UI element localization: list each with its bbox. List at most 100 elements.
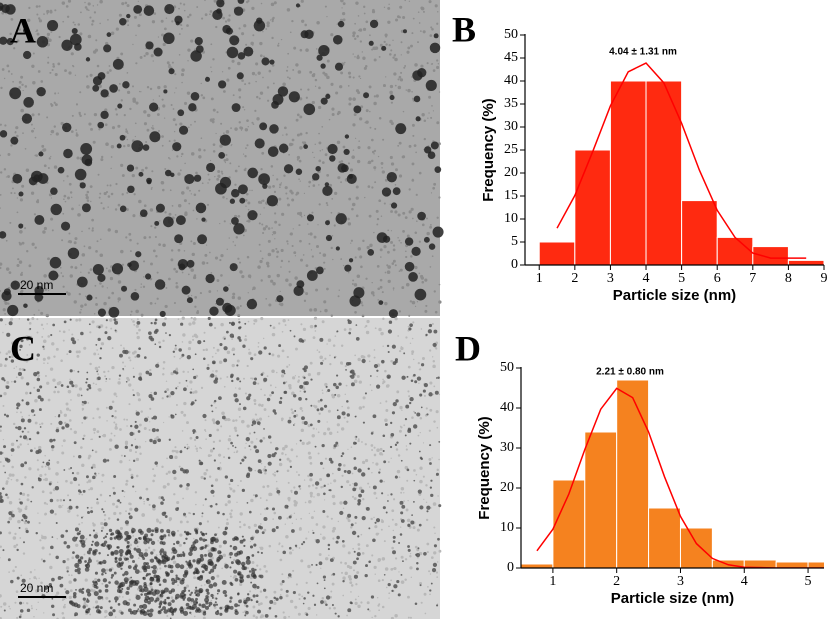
texture	[121, 174, 125, 178]
texture	[168, 416, 170, 418]
texture	[172, 108, 175, 110]
texture	[120, 99, 123, 102]
particle	[216, 511, 220, 515]
texture	[100, 158, 104, 162]
texture	[318, 184, 320, 186]
texture	[2, 404, 5, 407]
texture	[188, 202, 191, 205]
x-tick-label: 4	[741, 574, 748, 589]
particle	[429, 444, 432, 447]
particle	[164, 564, 167, 568]
particle	[134, 420, 137, 423]
texture	[298, 224, 301, 227]
texture	[49, 565, 53, 570]
texture	[208, 290, 212, 293]
texture	[420, 274, 424, 279]
particle	[30, 500, 33, 503]
texture	[143, 276, 145, 278]
particle	[248, 445, 251, 447]
texture	[309, 571, 312, 574]
texture	[310, 494, 313, 498]
particle	[230, 373, 234, 377]
texture	[118, 82, 121, 85]
texture	[354, 137, 357, 139]
texture	[378, 468, 382, 471]
texture	[406, 50, 410, 54]
particle	[235, 537, 239, 541]
texture	[413, 469, 416, 472]
texture	[411, 416, 414, 419]
texture	[50, 155, 52, 158]
texture	[25, 281, 29, 286]
texture	[244, 155, 247, 158]
particle	[226, 46, 239, 59]
texture	[362, 27, 367, 31]
texture	[263, 528, 267, 532]
particle	[321, 444, 325, 448]
particle	[57, 576, 62, 580]
texture	[361, 552, 365, 555]
particle	[329, 155, 336, 162]
particle	[171, 547, 176, 552]
texture	[219, 258, 222, 262]
texture	[347, 574, 352, 579]
particle	[213, 603, 216, 607]
y-tick-label: 40	[500, 400, 514, 415]
texture	[384, 369, 387, 373]
texture	[60, 121, 64, 126]
texture	[371, 48, 374, 51]
texture	[333, 224, 336, 227]
texture	[179, 520, 183, 524]
particle	[389, 95, 395, 101]
texture	[365, 324, 368, 328]
texture	[18, 80, 22, 84]
texture	[324, 357, 327, 360]
particle	[79, 530, 82, 533]
texture	[43, 274, 47, 278]
tem-image	[0, 316, 442, 619]
particle	[255, 529, 260, 534]
texture	[341, 11, 346, 16]
texture	[15, 42, 17, 44]
particle	[248, 467, 253, 472]
texture	[336, 423, 340, 427]
texture	[342, 544, 346, 548]
particle	[0, 231, 7, 239]
particle	[223, 286, 229, 292]
texture	[100, 155, 104, 159]
particle	[28, 437, 32, 441]
particle	[430, 493, 434, 498]
particle	[429, 486, 432, 489]
texture	[20, 108, 24, 113]
texture	[134, 122, 137, 125]
texture	[193, 576, 197, 580]
y-tick-label: 35	[504, 96, 518, 111]
texture	[355, 1, 359, 5]
particle	[190, 91, 200, 101]
texture	[88, 246, 92, 250]
texture	[407, 616, 410, 619]
texture	[164, 304, 168, 309]
texture	[112, 486, 115, 490]
texture	[149, 368, 152, 372]
texture	[352, 123, 356, 127]
texture	[154, 226, 157, 229]
particle	[402, 560, 404, 563]
texture	[398, 571, 400, 573]
texture	[89, 268, 93, 271]
x-tick-label: 3	[677, 574, 684, 589]
texture	[174, 73, 177, 76]
texture	[399, 268, 403, 272]
texture	[138, 90, 141, 93]
texture	[386, 264, 389, 267]
texture	[389, 203, 391, 205]
particle	[237, 0, 245, 4]
texture	[367, 354, 371, 358]
texture	[336, 443, 339, 447]
texture	[383, 6, 386, 8]
texture	[331, 494, 336, 499]
texture	[132, 535, 135, 537]
particle	[111, 263, 124, 275]
texture	[398, 310, 402, 313]
texture	[312, 151, 314, 154]
